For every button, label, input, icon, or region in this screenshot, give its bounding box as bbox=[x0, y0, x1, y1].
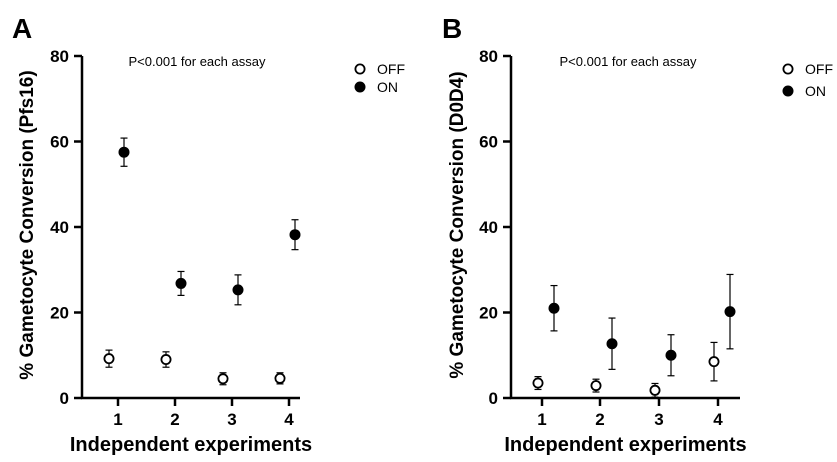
data-point-off bbox=[160, 354, 172, 366]
chart-panel-a: A 0 20 40 60 80 1 2 3 4 Independent experiments % G… bbox=[12, 13, 405, 456]
data-point-on bbox=[175, 277, 187, 289]
series-on bbox=[118, 137, 301, 306]
data-point-off bbox=[217, 373, 229, 385]
panel-label: B bbox=[442, 13, 462, 44]
series-on bbox=[548, 273, 736, 377]
series-off bbox=[532, 341, 720, 398]
data-point-on bbox=[606, 338, 618, 350]
x-tick-label: 1 bbox=[113, 410, 122, 429]
legend-label-on: ON bbox=[805, 83, 826, 99]
data-point-on bbox=[118, 146, 130, 158]
data-point-off bbox=[274, 372, 286, 384]
y-axis-title: % Gametocyte Conversion (Pfs16) bbox=[17, 70, 38, 379]
legend-label-off: OFF bbox=[377, 61, 405, 77]
y-tick-label: 80 bbox=[50, 47, 69, 66]
series-off bbox=[103, 349, 286, 386]
data-point-off bbox=[708, 356, 720, 368]
data-point-off bbox=[590, 380, 602, 392]
data-point-on bbox=[232, 284, 244, 296]
y-axis-title: % Gametocyte Conversion (D0D4) bbox=[447, 71, 468, 378]
y-tick-label: 0 bbox=[489, 389, 498, 408]
y-tick-label: 0 bbox=[60, 389, 69, 408]
legend-label-on: ON bbox=[377, 79, 398, 95]
legend-marker-off bbox=[354, 63, 366, 75]
x-tick-label: 2 bbox=[595, 410, 604, 429]
y-tick-label: 20 bbox=[50, 304, 69, 323]
data-point-on bbox=[724, 306, 736, 318]
annotation-text: P<0.001 for each assay bbox=[560, 54, 697, 69]
y-tick-label: 40 bbox=[479, 218, 498, 237]
data-point-on bbox=[289, 229, 301, 241]
data-point-on bbox=[548, 302, 560, 314]
y-tick-label: 80 bbox=[479, 47, 498, 66]
x-tick-label: 4 bbox=[284, 410, 294, 429]
legend-label-off: OFF bbox=[805, 61, 833, 77]
data-point-off bbox=[649, 384, 661, 396]
chart-panel-b: B 0 20 40 60 80 1 2 3 4 Independent experiments % G… bbox=[442, 13, 833, 456]
panel-label: A bbox=[12, 13, 32, 44]
x-axis-title: Independent experiments bbox=[70, 434, 312, 456]
y-tick-label: 60 bbox=[50, 133, 69, 152]
legend-marker-off bbox=[782, 63, 794, 75]
x-tick-label: 3 bbox=[654, 410, 663, 429]
data-point-off bbox=[103, 353, 115, 365]
x-tick-label: 4 bbox=[713, 410, 723, 429]
legend-marker-on bbox=[354, 81, 366, 93]
x-axis-title: Independent experiments bbox=[504, 434, 746, 456]
y-tick-label: 20 bbox=[479, 304, 498, 323]
x-tick-label: 2 bbox=[170, 410, 179, 429]
x-tick-label: 3 bbox=[227, 410, 236, 429]
y-tick-label: 60 bbox=[479, 133, 498, 152]
y-tick-label: 40 bbox=[50, 218, 69, 237]
annotation-text: P<0.001 for each assay bbox=[129, 54, 266, 69]
x-tick-label: 1 bbox=[537, 410, 546, 429]
data-point-off bbox=[532, 377, 544, 389]
data-point-on bbox=[665, 349, 677, 361]
legend-marker-on bbox=[782, 85, 794, 97]
